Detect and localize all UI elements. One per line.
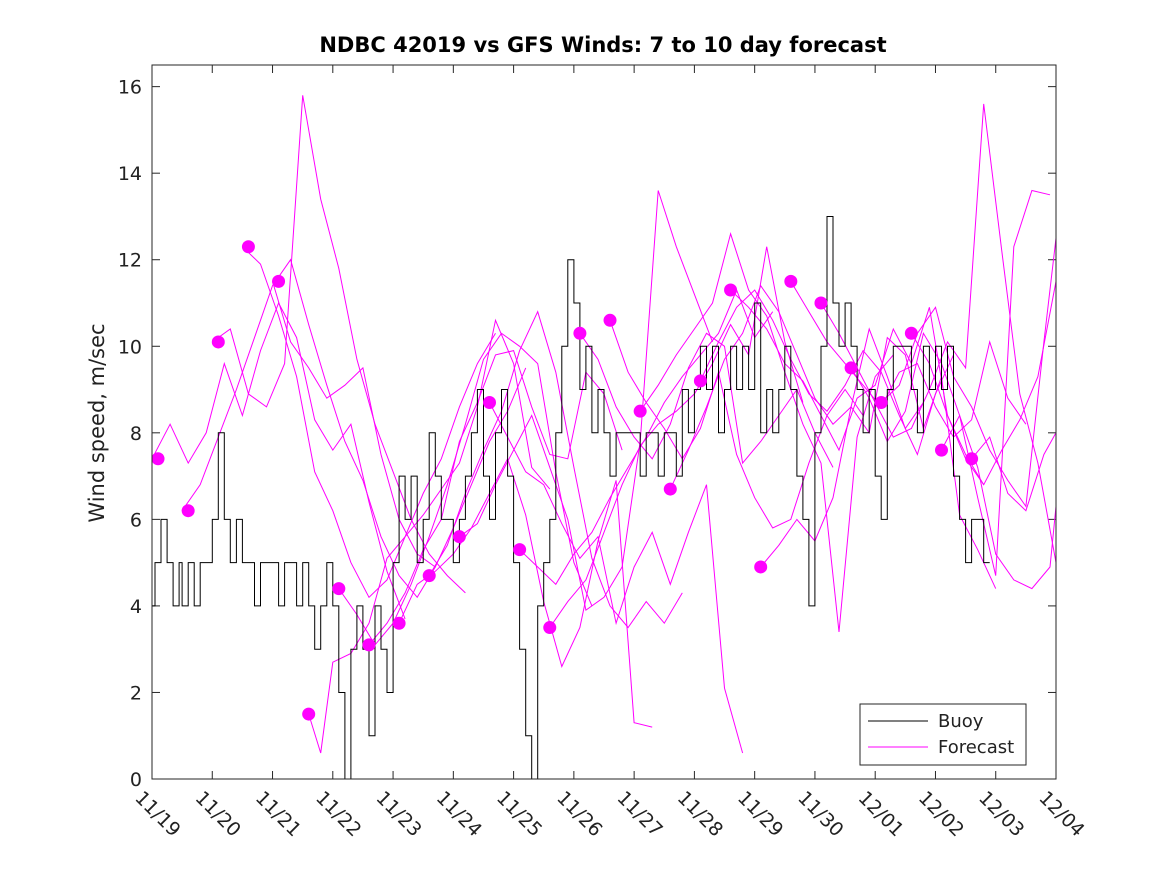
forecast-line (398, 457, 653, 728)
x-tick-label: 11/29 (733, 787, 787, 841)
forecast-line (459, 190, 713, 612)
forecast-line (489, 402, 744, 754)
y-tick-label: 0 (130, 769, 142, 791)
forecast-marker (724, 283, 738, 297)
y-axis-label: Wind speed, m/sec (85, 323, 109, 522)
forecast-marker (302, 707, 316, 721)
forecast-line (941, 414, 1057, 590)
x-tick-label: 12/04 (1034, 787, 1088, 841)
forecast-marker (392, 616, 406, 630)
x-tick-label: 12/03 (974, 787, 1028, 841)
forecast-marker (211, 335, 225, 349)
forecast-marker (663, 482, 677, 496)
forecast-marker (241, 240, 255, 254)
chart-title: NDBC 42019 vs GFS Winds: 7 to 10 day for… (319, 33, 886, 57)
forecast-marker (603, 313, 617, 327)
forecast-marker (904, 326, 918, 340)
forecast-line (368, 350, 623, 646)
forecast-marker (181, 504, 195, 518)
y-tick-label: 2 (130, 682, 142, 704)
y-tick-label: 8 (130, 423, 142, 445)
x-tick-label: 11/23 (372, 787, 426, 841)
forecast-marker (482, 396, 496, 410)
forecast-lines (151, 95, 1057, 754)
forecast-marker (874, 396, 888, 410)
x-tick-label: 11/20 (191, 787, 245, 841)
y-tick-label: 4 (130, 596, 142, 618)
forecast-marker (633, 404, 647, 418)
forecast-line (760, 336, 997, 589)
plot-frame (151, 64, 1057, 780)
forecast-line (820, 103, 1057, 563)
forecast-marker (362, 638, 376, 652)
forecast-marker (693, 374, 707, 388)
forecast-marker (754, 560, 768, 574)
forecast-marker (332, 582, 346, 596)
forecast-marker (272, 274, 286, 288)
x-tick-label: 12/02 (914, 787, 968, 841)
forecast-marker (543, 621, 557, 635)
x-tick-label: 11/27 (613, 787, 667, 841)
legend-box (859, 703, 1027, 766)
x-tick-label: 11/25 (492, 787, 546, 841)
y-axis: 0 2 4 6 8 10 12 14 16 (118, 77, 1056, 791)
plot-area (151, 95, 1057, 780)
forecast-marker (784, 274, 798, 288)
x-tick-label: 11/28 (673, 787, 727, 841)
y-tick-label: 16 (118, 77, 142, 99)
y-tick-label: 10 (118, 336, 142, 358)
forecast-marker (573, 326, 587, 340)
forecast-line (549, 246, 804, 628)
forecast-line (428, 310, 683, 629)
forecast-marker (513, 543, 527, 557)
y-tick-label: 6 (130, 509, 142, 531)
x-tick-label: 11/30 (793, 787, 847, 841)
forecast-line (669, 284, 924, 490)
forecast-markers (151, 240, 979, 721)
y-tick-label: 14 (118, 163, 142, 185)
forecast-marker (814, 296, 828, 310)
x-tick-label: 11/19 (130, 787, 184, 841)
legend-forecast-label: Forecast (938, 737, 1014, 758)
buoy-line (152, 216, 990, 780)
legend-buoy-label: Buoy (938, 711, 984, 732)
forecast-marker (934, 443, 948, 457)
buoy-lines (152, 216, 990, 780)
forecast-line (579, 332, 834, 468)
forecast-line (850, 189, 1051, 576)
x-tick-label: 12/01 (854, 787, 908, 841)
x-tick-label: 11/21 (251, 787, 305, 841)
forecast-marker (422, 569, 436, 583)
forecast-marker (965, 452, 979, 466)
forecast-marker (844, 361, 858, 375)
forecast-line (971, 432, 1057, 512)
x-tick-label: 11/22 (311, 787, 365, 841)
x-tick-label: 11/26 (552, 787, 606, 841)
forecast-line (790, 281, 1027, 438)
forecast-marker (151, 452, 165, 466)
forecast-line (242, 246, 496, 599)
legend: Buoy Forecast (859, 703, 1027, 766)
forecast-marker (452, 530, 466, 544)
y-tick-label: 12 (118, 250, 142, 272)
x-tick-label: 11/24 (432, 787, 486, 841)
forecast-line (639, 232, 894, 632)
